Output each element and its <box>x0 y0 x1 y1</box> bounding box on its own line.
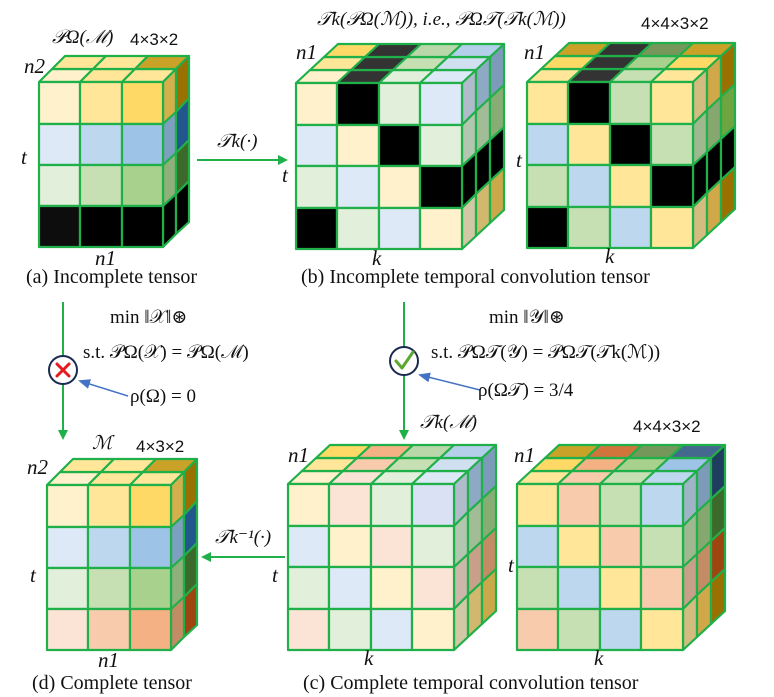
panel-b-right-axis-side: t <box>516 148 522 172</box>
panel-a-title: 𝒫Ω(ℳ) <box>52 27 114 48</box>
panel-c-right-axis-top: n1 <box>514 443 535 467</box>
panel-c-left-axis-bottom: k <box>364 646 374 670</box>
panel-c-left-axis-side: t <box>272 563 278 587</box>
cube-a-incomplete-tensor <box>37 54 191 249</box>
right-objective: min ‖𝒴‖⊛ <box>489 307 565 328</box>
panel-d-title: ℳ <box>92 433 113 454</box>
panel-a-axis-side: t <box>21 145 27 169</box>
panel-b-right-axis-bottom: k <box>605 244 615 268</box>
right-sampling-rate: ρ(Ω𝒯) = 3/4 <box>478 380 574 401</box>
panel-c-dims: 4×4×3×2 <box>633 417 701 436</box>
forward-transform-label: 𝒯k(·) <box>217 131 258 152</box>
panel-b-title: 𝒯k(𝒫Ω(ℳ)), i.e., 𝒫Ω𝒯(𝒯k(ℳ)) <box>317 9 566 30</box>
panel-d-dims: 4×3×2 <box>136 437 185 456</box>
panel-d-axis-bottom: n1 <box>98 648 119 672</box>
panel-c-left-axis-top: n1 <box>288 443 309 467</box>
panel-c-right-axis-bottom: k <box>594 646 604 670</box>
panel-b-left-axis-bottom: k <box>372 246 382 270</box>
inverse-transform-label: 𝒯k⁻¹(·) <box>215 527 272 548</box>
panel-d-axis-top: n2 <box>27 455 48 479</box>
panel-b-left-axis-top: n1 <box>296 40 317 64</box>
cube-c-complete-conv-left <box>286 443 498 652</box>
cube-b-incomplete-conv-right <box>525 41 737 250</box>
cube-d-complete-tensor <box>45 457 199 652</box>
panel-a-dims: 4×3×2 <box>130 30 179 49</box>
panel-a-axis-top: n2 <box>24 54 45 78</box>
panel-d-axis-side: t <box>30 563 36 587</box>
left-constraint: s.t. 𝒫Ω(𝒳) = 𝒫Ω(ℳ) <box>83 342 249 363</box>
panel-b-right-axis-top: n1 <box>524 40 545 64</box>
panel-c-right-axis-side: t <box>508 553 514 577</box>
check-icon <box>389 346 419 376</box>
panel-d-caption: (d) Complete tensor <box>32 672 192 694</box>
left-rate-pointer-arrow <box>78 379 129 397</box>
right-rate-pointer-arrow <box>418 372 481 391</box>
cube-b-incomplete-conv-left <box>294 42 506 251</box>
panel-b-caption: (b) Incomplete temporal convolution tens… <box>301 266 650 288</box>
left-objective: min ‖𝒳‖⊛ <box>110 307 188 328</box>
panel-c-title: 𝒯k(ℳ) <box>420 412 477 433</box>
panel-c-caption: (c) Complete temporal convolution tensor <box>303 672 639 694</box>
cube-c-complete-conv-right <box>515 443 727 652</box>
panel-b-dims: 4×4×3×2 <box>641 14 709 33</box>
panel-b-left-axis-side: t <box>282 163 288 187</box>
panel-a-caption: (a) Incomplete tensor <box>26 266 198 288</box>
left-sampling-rate: ρ(Ω) = 0 <box>130 386 196 407</box>
panel-a-axis-bottom: n1 <box>95 246 116 270</box>
right-constraint: s.t. 𝒫Ω𝒯(𝒴) = 𝒫Ω𝒯(𝒯k(ℳ)) <box>431 342 661 363</box>
cross-icon <box>48 355 78 385</box>
